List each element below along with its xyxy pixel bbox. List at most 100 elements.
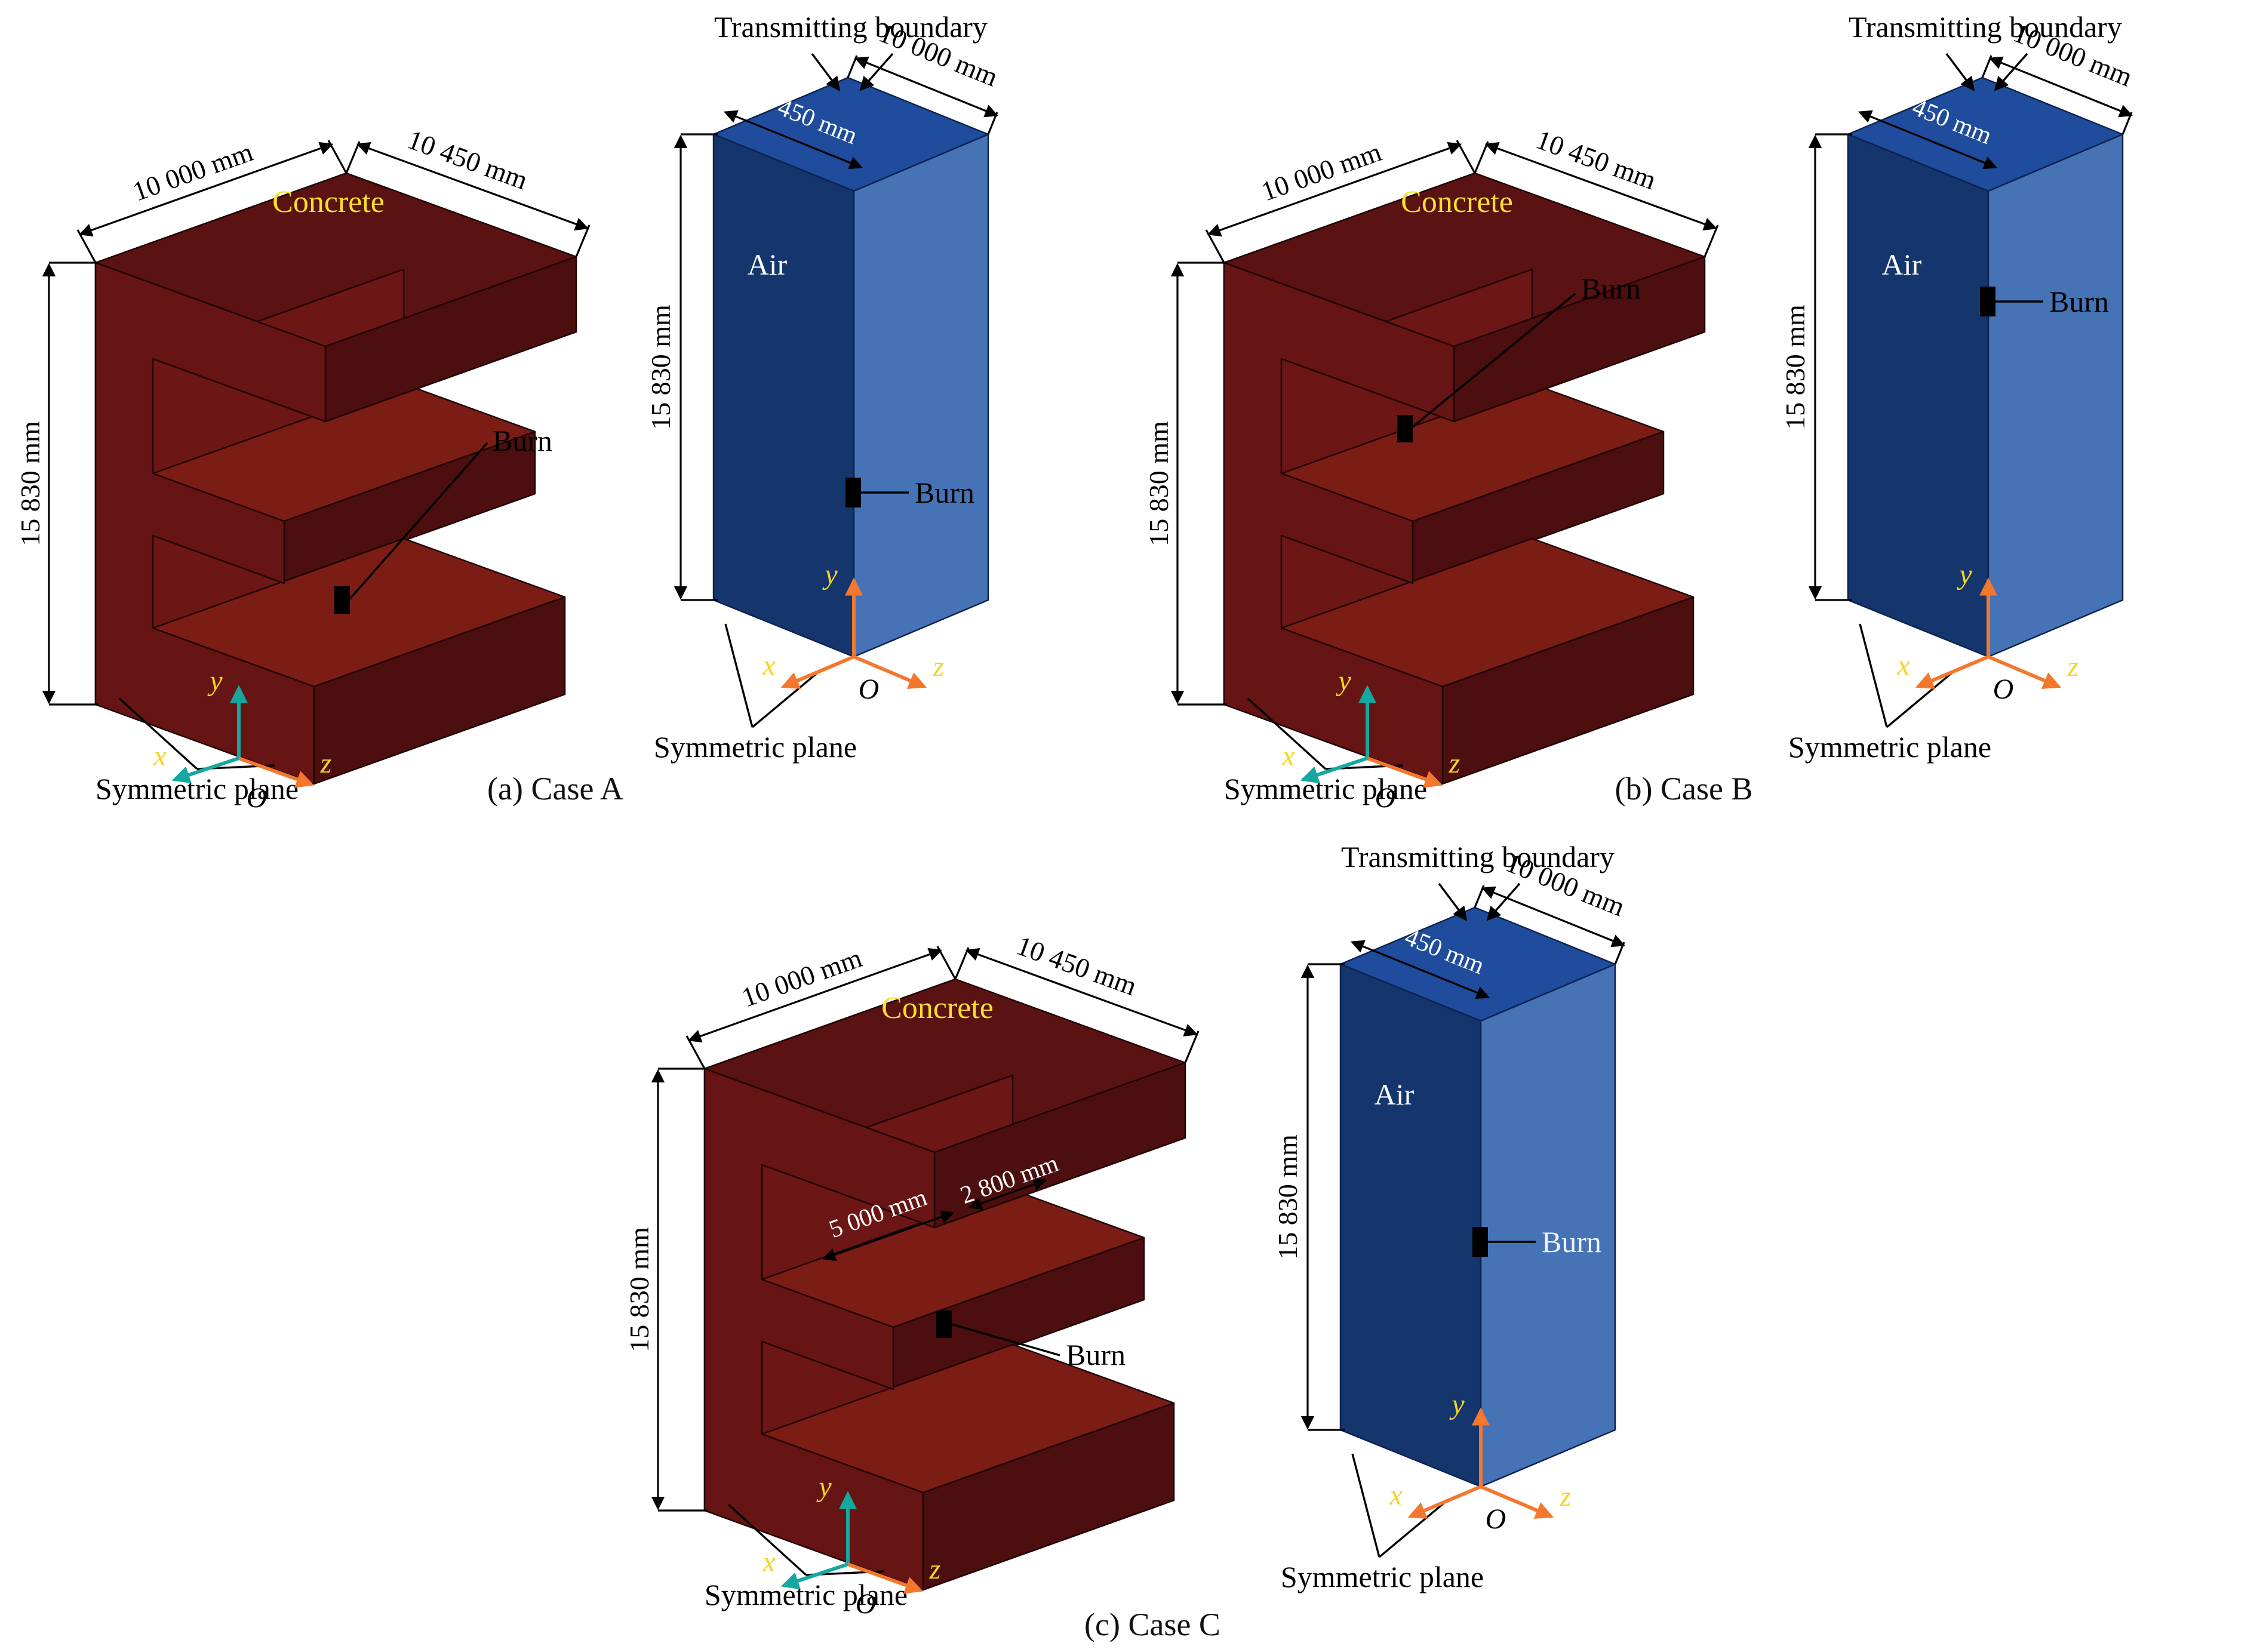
- burn-block: [1397, 415, 1413, 442]
- symmetric-plane-label: Symmetric plane: [1224, 772, 1427, 805]
- concrete-model-case-c: 10 000 mm 10 450 mm 15 830 mm Concrete 5…: [627, 930, 1200, 1620]
- symmetric-plane-label: Symmetric plane: [1788, 730, 1991, 764]
- dim-width-label: 10 000 mm: [1257, 136, 1386, 207]
- concrete-label: Concrete: [881, 991, 994, 1025]
- axis-z-label: z: [1560, 1481, 1572, 1512]
- dim-depth-tick-1: [954, 947, 970, 980]
- symmetric-plane-leader-1: [1351, 1453, 1380, 1558]
- symmetric-plane-leader-1: [727, 1503, 807, 1576]
- dim-width-label: 10 000 mm: [738, 942, 866, 1013]
- burn-block: [1472, 1227, 1488, 1257]
- air-model-case-c: Transmitting boundary 10 450 mm 10 000 m…: [1272, 840, 1629, 1593]
- axis-z-arrow: [238, 756, 315, 788]
- axis-y-label: y: [816, 1471, 832, 1503]
- dim-depth-arrow: [356, 142, 589, 230]
- symmetric-plane-leader-1: [118, 697, 198, 770]
- air-label: Air: [748, 248, 788, 281]
- axis-y-label: y: [207, 665, 223, 697]
- dim-width-tick-1: [847, 55, 858, 78]
- axis-x-label: x: [1281, 740, 1294, 772]
- concrete-model-case-a: 10 000 mm 10 450 mm 15 830 mm Concrete B…: [18, 124, 591, 814]
- air-model-case-b: Transmitting boundary 10 450 mm 10 000 m…: [1780, 10, 2137, 764]
- origin-label: O: [1993, 673, 2014, 705]
- dim-width-tick-1: [685, 1035, 706, 1069]
- air-model-case-a: Transmitting boundary 10 450 mm 10 000 m…: [645, 10, 1003, 764]
- caption-case-c: (c) Case C: [1084, 1607, 1220, 1642]
- origin-label: O: [856, 1588, 877, 1620]
- symmetric-plane-leader-1: [1247, 697, 1327, 770]
- symmetric-plane-leader-2: [751, 669, 822, 728]
- air-label: Air: [1375, 1078, 1415, 1111]
- air-right-face: [853, 133, 989, 658]
- burn-label: Burn: [2049, 285, 2109, 318]
- dim-height-label: 15 830 mm: [1146, 421, 1174, 546]
- dim-width-arrow: [1481, 886, 1626, 947]
- burn-block: [1980, 287, 1995, 316]
- symmetric-plane-leader-1: [1859, 623, 1888, 728]
- axis-z-arrow: [1366, 756, 1443, 788]
- dim-slab-offset-arrow: [968, 1177, 1047, 1210]
- symmetric-plane-leader-1: [724, 623, 754, 728]
- transmitting-leader-1: [811, 53, 841, 91]
- dim-width-tick-1: [76, 229, 97, 263]
- axis-x-arrow: [780, 1562, 848, 1590]
- dim-width-arrow: [1207, 141, 1462, 237]
- transmitting-boundary-label: Transmitting boundary: [1849, 10, 2122, 44]
- air-right-face: [1987, 133, 2124, 658]
- axis-y-label: y: [1449, 1389, 1465, 1420]
- transmitting-boundary-label: Transmitting boundary: [1341, 840, 1615, 873]
- dim-width-arrow: [854, 56, 999, 118]
- caption-case-a: (a) Case A: [487, 771, 623, 807]
- axis-x-arrow: [780, 655, 855, 689]
- burn-label: Burn: [1066, 1338, 1126, 1371]
- dim-depth-arrow: [1858, 110, 1998, 170]
- dim-depth-arrow: [965, 948, 1198, 1036]
- burn-label: Burn: [1581, 272, 1641, 305]
- axis-z-label: z: [1449, 747, 1460, 779]
- burn-block: [845, 478, 861, 507]
- axis-y-label: y: [822, 559, 838, 590]
- burn-label: Burn: [915, 476, 974, 509]
- axis-x-arrow: [1300, 756, 1368, 784]
- axis-z-label: z: [2067, 651, 2079, 682]
- burn-block: [936, 1310, 952, 1338]
- symmetric-plane-label: Symmetric plane: [705, 1578, 908, 1611]
- transmitting-boundary-label: Transmitting boundary: [714, 10, 988, 44]
- burn-leader-line: [1412, 293, 1576, 428]
- dim-height-label: 15 830 mm: [1780, 304, 1810, 430]
- axis-y-label: y: [1335, 665, 1351, 697]
- axis-y-label: y: [1956, 559, 1972, 590]
- dim-width-tick-1: [1205, 229, 1225, 263]
- dim-slab-span-arrow: [822, 1210, 955, 1262]
- axis-z-label: z: [933, 651, 945, 682]
- caption-case-b: (b) Case B: [1615, 771, 1753, 807]
- dim-width-arrow: [78, 141, 334, 237]
- dim-height-label: 15 830 mm: [627, 1227, 654, 1352]
- axis-z-arrow: [1480, 1485, 1554, 1519]
- burn-block: [334, 586, 350, 614]
- origin-label: O: [247, 782, 267, 814]
- symmetric-plane-leader-2: [1378, 1499, 1449, 1558]
- origin-label: O: [1375, 782, 1396, 814]
- dim-depth-tick-2: [1184, 1030, 1200, 1063]
- dim-height-label: 15 830 mm: [645, 304, 676, 430]
- dim-width-arrow: [687, 947, 943, 1043]
- axis-x-label: x: [762, 1546, 775, 1578]
- dim-width-tick-1: [1474, 885, 1485, 908]
- axis-z-arrow: [853, 655, 927, 689]
- dim-depth-arrow: [1350, 940, 1490, 999]
- burn-leader-line: [349, 442, 488, 600]
- dim-depth-tick-2: [575, 224, 591, 257]
- symmetric-plane-label: Symmetric plane: [96, 772, 299, 805]
- burn-label: Burn: [493, 424, 552, 457]
- axis-z-label: z: [320, 747, 332, 779]
- axis-z-arrow: [1987, 655, 2062, 689]
- axis-x-arrow: [171, 756, 239, 784]
- dim-depth-arrow: [1484, 142, 1718, 230]
- dim-depth-tick-1: [1474, 141, 1489, 174]
- transmitting-leader-1: [1438, 882, 1468, 921]
- dim-height-label: 15 830 mm: [18, 421, 45, 546]
- dim-depth-tick-1: [345, 141, 361, 174]
- air-label: Air: [1882, 248, 1922, 281]
